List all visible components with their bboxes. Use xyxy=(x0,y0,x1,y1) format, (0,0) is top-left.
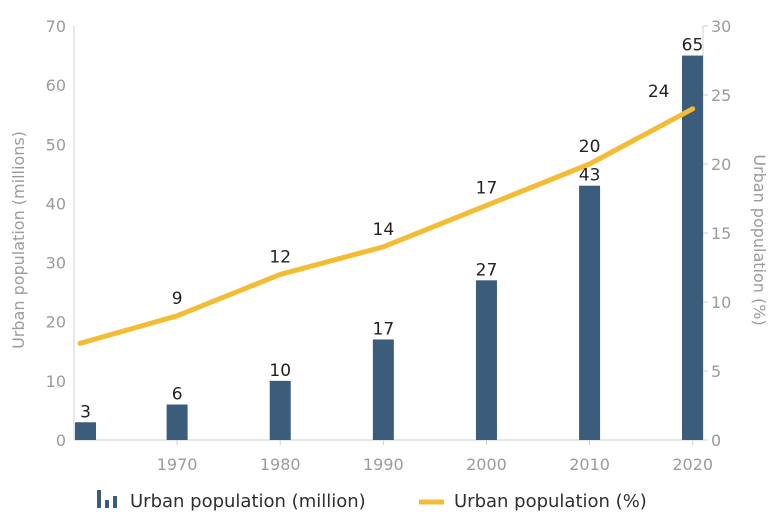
line-value-label: 9 xyxy=(172,289,183,309)
x-ticks: 1970 1980 1990 2000 2010 2020 xyxy=(157,440,713,474)
y-left-tick-label: 40 xyxy=(46,194,66,213)
bar-value-label: 10 xyxy=(269,361,291,381)
bar-value-label: 3 xyxy=(80,402,91,422)
x-tick-label: 2000 xyxy=(466,455,507,474)
line-series xyxy=(77,106,696,346)
bar-series xyxy=(75,55,703,440)
line-value-label: 20 xyxy=(579,137,601,157)
bar-value-label: 65 xyxy=(682,36,704,56)
y-right-tick-label: 20 xyxy=(711,155,731,174)
line-value-label: 17 xyxy=(476,178,498,198)
y-right-tick-label: 30 xyxy=(711,17,731,36)
y-left-tick-label: 20 xyxy=(46,313,66,332)
x-tick-label: 2020 xyxy=(672,455,713,474)
line-value-label: 24 xyxy=(648,82,670,102)
y-right-tick-label: 25 xyxy=(711,86,731,105)
y-left-tick-label: 60 xyxy=(46,76,66,95)
bar xyxy=(269,380,291,440)
y-right-ticks: 0 5 10 15 20 25 30 xyxy=(703,17,731,450)
y-right-tick-label: 15 xyxy=(711,224,731,243)
y-left-ticks: 0 10 20 30 40 50 60 70 xyxy=(46,17,66,450)
y-left-tick-label: 50 xyxy=(46,135,66,154)
y-right-tick-label: 5 xyxy=(711,362,721,381)
bar-value-label: 27 xyxy=(476,260,498,280)
y-axis-title-right: Urban population (%) xyxy=(750,154,769,325)
x-tick-label: 1970 xyxy=(157,455,198,474)
line-value-label: 14 xyxy=(373,220,395,240)
x-tick-label: 1990 xyxy=(363,455,404,474)
x-tick-label: 2010 xyxy=(569,455,610,474)
data-labels: 3 6 10 17 27 43 65 9 12 14 17 20 24 xyxy=(80,36,703,423)
bar-value-label: 6 xyxy=(172,385,183,405)
y-axis-title-left: Urban population (millions) xyxy=(9,131,28,349)
legend-bar-label: Urban population (million) xyxy=(130,491,366,512)
bar-value-label: 43 xyxy=(579,166,601,186)
y-left-tick-label: 10 xyxy=(46,372,66,391)
y-left-tick-label: 0 xyxy=(56,431,66,450)
x-tick-label: 1980 xyxy=(260,455,301,474)
legend-bar-icon xyxy=(97,490,117,508)
legend: Urban population (million) Urban populat… xyxy=(97,490,647,512)
bar xyxy=(682,55,703,440)
y-left-tick-label: 70 xyxy=(46,17,66,36)
bar xyxy=(166,404,188,440)
bar xyxy=(372,339,394,440)
bar xyxy=(75,422,96,440)
bar xyxy=(475,280,497,440)
y-right-tick-label: 10 xyxy=(711,293,731,312)
y-right-tick-label: 0 xyxy=(711,431,721,450)
legend-line-label: Urban population (%) xyxy=(454,491,647,512)
bar-value-label: 17 xyxy=(373,319,395,339)
y-left-tick-label: 30 xyxy=(46,254,66,273)
bar xyxy=(579,185,601,440)
line-value-label: 12 xyxy=(269,247,291,267)
